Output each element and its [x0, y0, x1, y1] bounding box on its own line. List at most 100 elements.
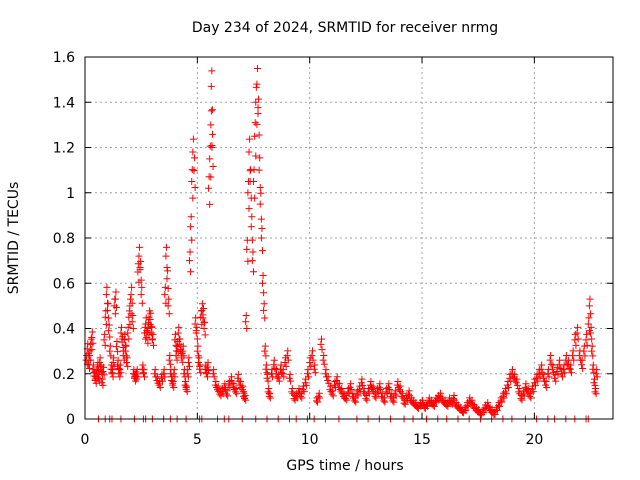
- data-point: [210, 373, 218, 381]
- data-point: [256, 154, 264, 162]
- data-point: [204, 359, 212, 367]
- data-point: [212, 377, 220, 385]
- data-point: [207, 82, 215, 90]
- data-point: [549, 361, 557, 369]
- data-point: [112, 343, 120, 351]
- data-point: [165, 356, 173, 364]
- data-point: [162, 243, 170, 251]
- data-point: [264, 388, 272, 396]
- data-point: [553, 367, 561, 375]
- data-point: [129, 312, 137, 320]
- data-point: [137, 257, 145, 265]
- data-point: [233, 390, 241, 398]
- data-point: [207, 121, 215, 129]
- data-point: [282, 362, 290, 370]
- x-tick-label: 0: [81, 432, 90, 448]
- axis-ticks: 0 0.2 0.4 0.6 0.8 1 1.2 1.4 1.6 0 5 10 15 20: [53, 50, 613, 448]
- data-point: [372, 394, 380, 402]
- data-point: [242, 318, 250, 326]
- data-point: [192, 314, 200, 322]
- data-point: [324, 373, 332, 381]
- data-point: [192, 329, 200, 337]
- data-point: [113, 337, 121, 345]
- data-point: [142, 335, 150, 343]
- data-point: [363, 396, 371, 404]
- data-point: [198, 300, 206, 308]
- data-point: [199, 311, 207, 319]
- data-point: [573, 329, 581, 337]
- data-point: [303, 370, 311, 378]
- data-point: [265, 392, 273, 400]
- data-point: [586, 295, 594, 303]
- data-point: [246, 135, 254, 143]
- data-point: [565, 365, 573, 373]
- data-point: [166, 352, 174, 360]
- y-tick-label: 1: [66, 186, 75, 202]
- data-point: [103, 306, 111, 314]
- data-point: [367, 377, 375, 385]
- data-point: [166, 360, 174, 368]
- data-point: [147, 309, 155, 317]
- data-point: [526, 392, 534, 400]
- data-point: [569, 352, 577, 360]
- data-point: [171, 373, 179, 381]
- data-point: [243, 245, 251, 253]
- data-point: [255, 166, 263, 174]
- data-point: [484, 399, 492, 407]
- data-point: [581, 352, 589, 360]
- data-point: [579, 365, 587, 373]
- data-point: [591, 388, 599, 396]
- data-point: [310, 365, 318, 373]
- y-tick-label: 1.6: [53, 50, 75, 66]
- data-point: [493, 407, 501, 415]
- data-point: [511, 370, 519, 378]
- data-point: [448, 400, 456, 408]
- data-point: [203, 373, 211, 381]
- data-point: [124, 362, 132, 370]
- data-point: [134, 373, 142, 381]
- data-point: [546, 356, 554, 364]
- data-point: [256, 200, 264, 208]
- data-point: [557, 370, 565, 378]
- data-point: [484, 402, 492, 410]
- data-point: [551, 374, 559, 382]
- data-point: [391, 390, 399, 398]
- data-point: [335, 380, 343, 388]
- data-point: [358, 381, 366, 389]
- data-point: [109, 373, 117, 381]
- data-point: [260, 306, 268, 314]
- data-point: [148, 336, 156, 344]
- data-point: [170, 370, 178, 378]
- data-point: [389, 397, 397, 405]
- data-point: [88, 334, 96, 342]
- data-point: [571, 330, 579, 338]
- data-point: [153, 373, 161, 381]
- data-point: [320, 352, 328, 360]
- data-point: [86, 347, 94, 355]
- data-point: [264, 370, 272, 378]
- data-point: [138, 299, 146, 307]
- data-point: [587, 329, 595, 337]
- data-point: [593, 366, 601, 374]
- data-point: [123, 358, 131, 366]
- data-point: [589, 361, 597, 369]
- data-point: [449, 395, 457, 403]
- data-point: [351, 397, 359, 405]
- y-tick-label: 1.2: [53, 141, 75, 157]
- data-points: [82, 64, 601, 423]
- x-tick-label: 15: [413, 432, 431, 448]
- data-point: [239, 382, 247, 390]
- data-point: [88, 328, 96, 336]
- data-point: [520, 392, 528, 400]
- data-point: [210, 366, 218, 374]
- data-point: [117, 329, 125, 337]
- data-point: [98, 375, 106, 383]
- y-axis-label: SRMTID / TECUs: [6, 182, 22, 295]
- data-point: [173, 356, 181, 364]
- data-point: [112, 288, 120, 296]
- data-point: [587, 310, 595, 318]
- data-point: [96, 354, 104, 362]
- data-point: [275, 377, 283, 385]
- data-point: [505, 383, 513, 391]
- data-point: [208, 106, 216, 114]
